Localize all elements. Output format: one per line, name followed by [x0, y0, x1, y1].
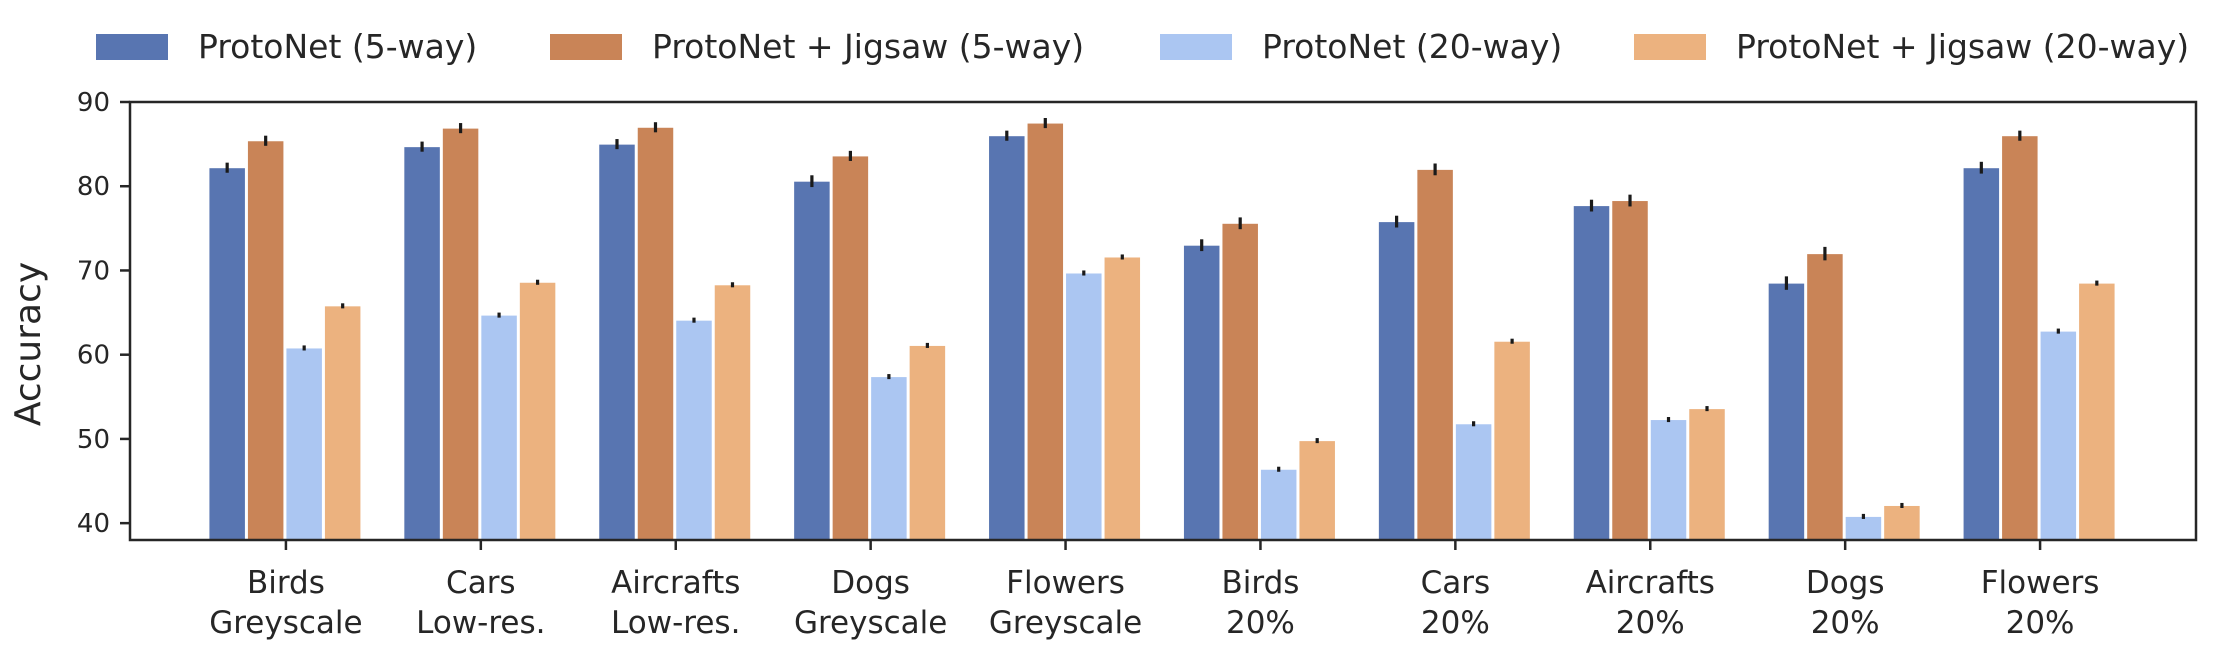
plot-area: 40 50 60 70 80 90 Birds Greyscale Cars Low-res. Ai… [77, 88, 2198, 641]
bar [1182, 244, 1221, 541]
bar [208, 167, 246, 541]
bar [598, 143, 636, 541]
bar [2039, 330, 2078, 541]
bar [2078, 282, 2116, 541]
bar [1883, 504, 1921, 541]
bar [1572, 205, 1611, 541]
bar [1767, 282, 1806, 541]
bar [1221, 222, 1259, 541]
y-tick-label: 80 [77, 172, 110, 202]
bar [1259, 468, 1298, 541]
bar [1649, 419, 1688, 541]
x-tick-label: Birds [247, 565, 325, 601]
x-tick-label: Low-res. [416, 605, 545, 641]
bar [403, 146, 441, 541]
legend-swatch [1160, 34, 1232, 60]
x-tick-label: 20% [1811, 605, 1880, 641]
legend-label: ProtoNet + Jigsaw (5-way) [652, 27, 1084, 66]
y-tick-label: 50 [77, 425, 110, 455]
x-tick-label: Flowers [1006, 565, 1125, 601]
x-tick-label: Cars [446, 565, 516, 601]
bar [1377, 221, 1416, 541]
bar [323, 305, 362, 541]
bar [1065, 272, 1103, 541]
plot-frame [128, 100, 2198, 542]
x-tick-label: 20% [2006, 605, 2075, 641]
x-tick-label: 20% [1421, 605, 1490, 641]
bar [246, 140, 285, 541]
x-tick-label: Greyscale [989, 605, 1142, 641]
bar [1688, 408, 1726, 541]
y-tick-label: 60 [77, 341, 110, 371]
legend: ProtoNet (5-way) ProtoNet + Jigsaw (5-way… [96, 27, 2189, 66]
x-tick-label: Birds [1221, 565, 1299, 601]
bar [1416, 168, 1454, 541]
bar [1844, 515, 1883, 541]
x-tick-label: Aircrafts [611, 565, 740, 601]
bar [870, 376, 908, 541]
bar [1026, 122, 1065, 541]
bar [1806, 253, 1844, 541]
x-tick-label: Dogs [831, 565, 910, 601]
bar [285, 347, 323, 541]
legend-label: ProtoNet (5-way) [198, 27, 477, 66]
legend-swatch [96, 34, 168, 60]
x-tick-label: Aircrafts [1586, 565, 1715, 601]
bar [675, 319, 713, 541]
x-tick-label: Low-res. [611, 605, 740, 641]
y-tick-label: 90 [77, 88, 110, 118]
bar [713, 284, 752, 541]
bar [480, 314, 518, 541]
bar [1454, 423, 1493, 541]
y-tick-label: 40 [77, 509, 110, 539]
bar [1298, 440, 1336, 541]
x-tick-label: 20% [1226, 605, 1295, 641]
legend-label: ProtoNet (20-way) [1262, 27, 1562, 66]
legend-swatch [550, 34, 622, 60]
y-tick-label: 70 [77, 256, 110, 286]
x-tick-label: Dogs [1806, 565, 1885, 601]
bar [636, 126, 675, 541]
x-tick-label: 20% [1616, 605, 1685, 641]
x-tick-label: Greyscale [209, 605, 362, 641]
y-axis-label: Accuracy [8, 262, 49, 426]
bar [2001, 135, 2039, 541]
legend-label: ProtoNet + Jigsaw (20-way) [1736, 27, 2189, 66]
bar [793, 180, 831, 541]
x-tick-label: Flowers [1981, 565, 2100, 601]
bar [518, 281, 557, 541]
x-tick-label: Greyscale [794, 605, 947, 641]
bar [831, 155, 870, 541]
bar [1103, 256, 1142, 541]
bar [908, 344, 947, 541]
legend-swatch [1634, 34, 1706, 60]
x-tick-label: Cars [1421, 565, 1491, 601]
bar [1611, 200, 1649, 541]
bar [1962, 167, 2001, 541]
bar [441, 127, 480, 541]
bar [988, 135, 1026, 541]
bar [1493, 340, 1531, 541]
